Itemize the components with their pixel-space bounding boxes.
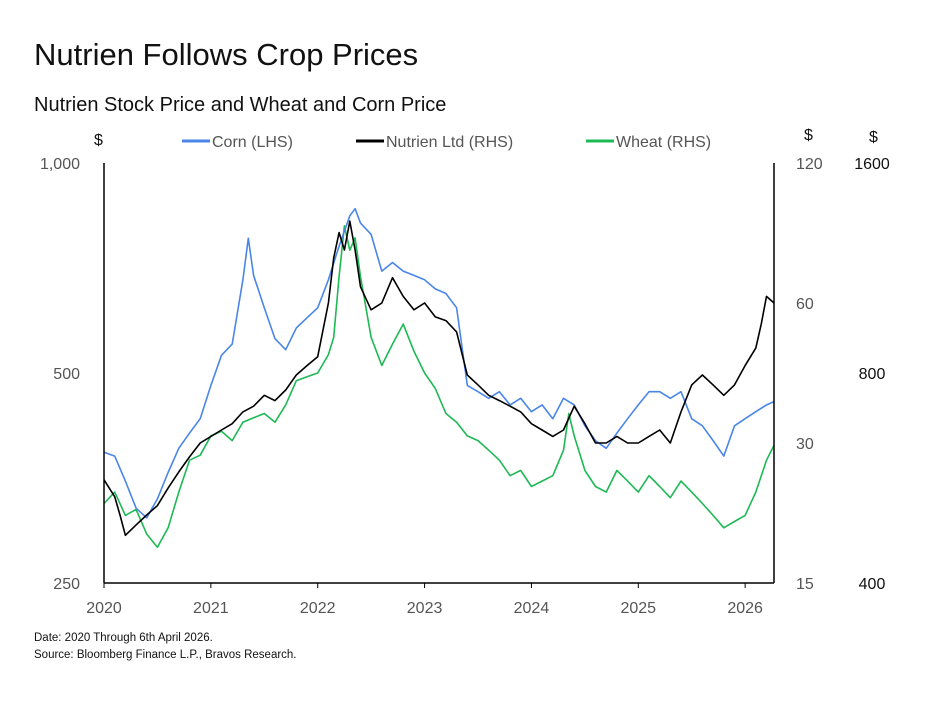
- footer-source: Source: Bloomberg Finance L.P., Bravos R…: [34, 649, 297, 661]
- chart-title: Nutrien Follows Crop Prices: [34, 37, 418, 72]
- right-1-tick-label: 60: [796, 296, 814, 313]
- right-1-tick-label: 15: [796, 576, 814, 593]
- right-axis-1-ticks: 120 60 30 15: [796, 156, 823, 593]
- x-tick-label: 2022: [300, 600, 336, 617]
- left-tick-label: 1,000: [40, 156, 80, 173]
- series-line-corn: [103, 207, 775, 519]
- left-axis-ticks: 1,000 500 250: [40, 156, 80, 593]
- right-2-tick-label: 1600: [854, 156, 890, 173]
- right-axis-1-unit: $: [804, 127, 813, 144]
- right-1-tick-label: 120: [796, 156, 823, 173]
- right-1-tick-label: 30: [796, 436, 814, 453]
- chart-subtitle: Nutrien Stock Price and Wheat and Corn P…: [34, 94, 446, 116]
- legend-label-nutrien: Nutrien Ltd (RHS): [386, 134, 513, 151]
- axes: [103, 163, 775, 584]
- right-axis-2-unit: $: [869, 129, 878, 146]
- right-axis-2-ticks: 1600 800 400: [854, 156, 890, 593]
- legend-label-corn: Corn (LHS): [212, 134, 293, 151]
- right-2-tick-label: 800: [859, 366, 886, 383]
- right-2-tick-label: 400: [859, 576, 886, 593]
- legend-label-wheat: Wheat (RHS): [616, 134, 711, 151]
- x-tick-label: 2023: [407, 600, 443, 617]
- left-axis-unit: $: [94, 132, 103, 149]
- legend: Corn (LHS) Nutrien Ltd (RHS) Wheat (RHS): [182, 134, 711, 151]
- footer-date: Date: 2020 Through 6th April 2026.: [34, 632, 213, 644]
- left-tick-label: 500: [53, 366, 80, 383]
- x-tick-label: 2024: [514, 600, 550, 617]
- x-tick-label: 2020: [86, 600, 122, 617]
- series-layer: [103, 207, 775, 549]
- x-tick-label: 2025: [620, 600, 656, 617]
- series-line-nutrien: [103, 220, 775, 537]
- series-line-wheat: [103, 225, 775, 549]
- left-tick-label: 250: [53, 576, 80, 593]
- x-tick-label: 2026: [727, 600, 763, 617]
- x-axis-ticks: 2020 2021 2022 2023 2024 2025 2026: [86, 583, 763, 617]
- x-tick-label: 2021: [193, 600, 229, 617]
